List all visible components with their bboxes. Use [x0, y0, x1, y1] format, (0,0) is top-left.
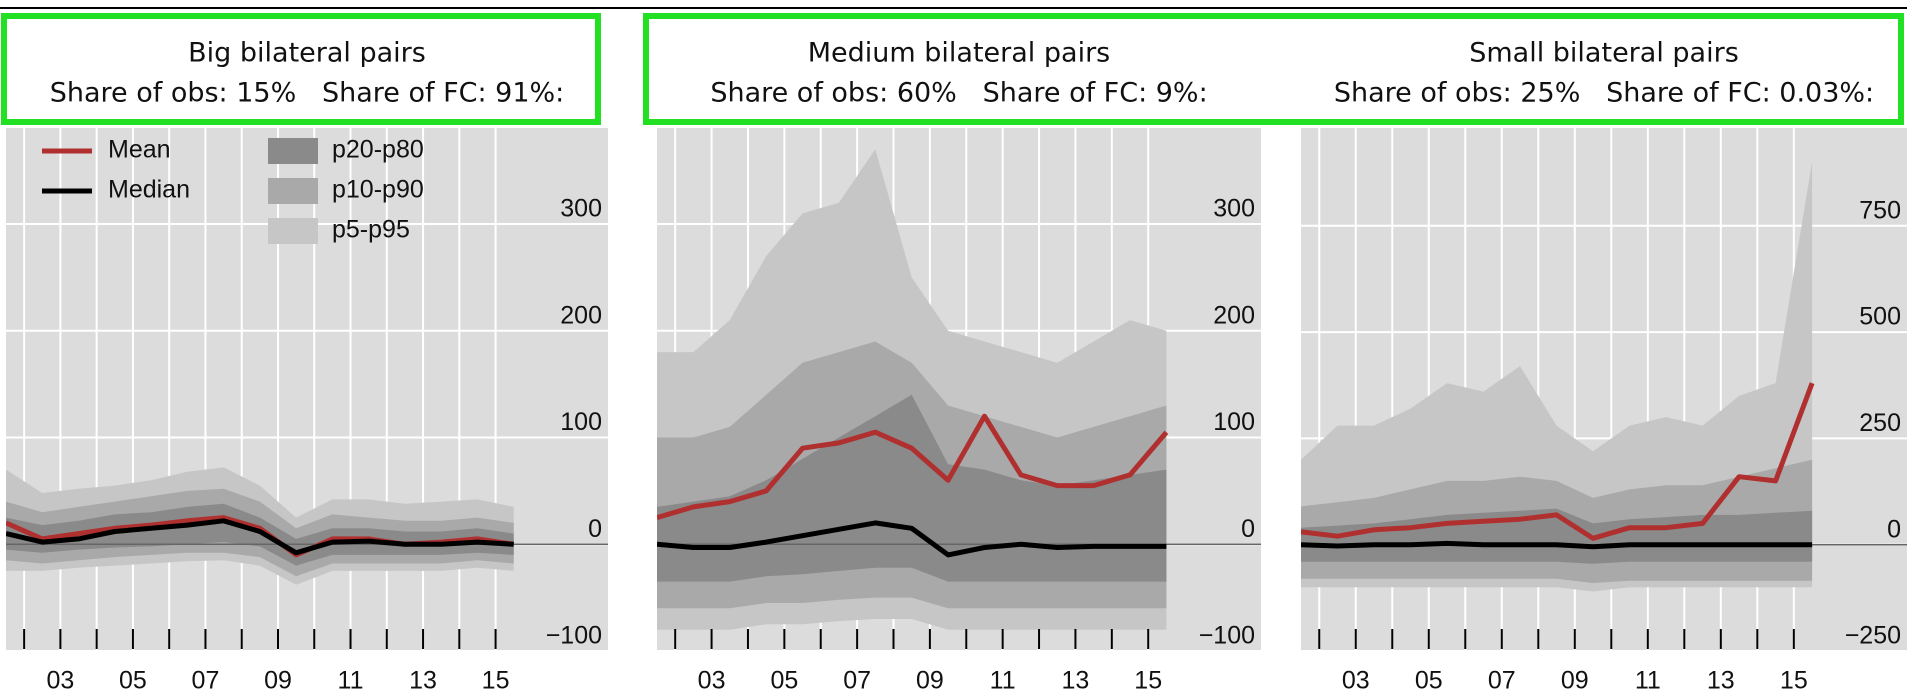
y-tick-label: −100 [1199, 622, 1255, 650]
plots: −100 0 100 200 300 03 05 07 09 11 13 15 Big bilatera… [6, 38, 1907, 694]
series-line [657, 520, 1167, 558]
series-line [1301, 540, 1813, 550]
x-tick-label: 05 [770, 667, 798, 694]
x-tick-label: 05 [1415, 667, 1443, 694]
band-area [1301, 508, 1813, 564]
y-tick-label: 0 [588, 515, 602, 543]
x-tick-label: 09 [916, 667, 944, 694]
y-tick-label: 300 [1213, 195, 1255, 223]
y-tick-label: 750 [1859, 196, 1901, 224]
y-tick-label: 0 [1241, 515, 1255, 543]
panel-title: Big bilateral pairs [188, 38, 426, 69]
x-tick-label: 11 [338, 667, 364, 694]
panel-title: Small bilateral pairs [1469, 38, 1739, 69]
x-tick-label: 11 [990, 667, 1016, 694]
y-tick-label: −250 [1845, 622, 1901, 650]
band-area [1301, 162, 1813, 592]
x-tick-label: 07 [843, 667, 871, 694]
x-tick-label: 03 [1342, 667, 1370, 694]
x-tick-label: 03 [698, 667, 726, 694]
legend-label: p10-p90 [332, 176, 424, 204]
plot-data [1301, 162, 1907, 592]
x-tick-label: 05 [119, 667, 147, 694]
y-tick-label: 100 [560, 408, 602, 436]
y-tick-label: 200 [560, 301, 602, 329]
plot-data [6, 467, 608, 585]
band-area [657, 394, 1167, 582]
x-tick-label: 15 [1780, 667, 1808, 694]
plot-data [657, 149, 1261, 630]
panel-title: Medium bilateral pairs [808, 38, 1111, 69]
y-tick-label: −100 [546, 622, 602, 650]
highlight-box [643, 13, 1904, 125]
x-tick-label: 07 [1488, 667, 1516, 694]
panel-subtitle: Share of obs: 25% Share of FC: 0.03%: [1334, 78, 1874, 109]
y-tick-label: 100 [1213, 408, 1255, 436]
y-tick-label: 300 [560, 195, 602, 223]
y-tick-label: 0 [1887, 515, 1901, 543]
panel-subtitle: Share of obs: 60% Share of FC: 9%: [710, 78, 1207, 109]
highlight-box [1, 13, 601, 125]
x-tick-label: 11 [1635, 667, 1661, 694]
legend-label: Mean [108, 136, 171, 164]
band-area [6, 503, 514, 566]
x-tick-label: 13 [1707, 667, 1735, 694]
series-line [6, 518, 514, 556]
series-line [1301, 382, 1815, 541]
panel-subtitle: Share of obs: 15% Share of FC: 91%: [50, 78, 565, 109]
x-tick-label: 07 [192, 667, 220, 694]
x-tick-label: 03 [46, 667, 74, 694]
series-line [657, 413, 1169, 520]
legend-label: Median [108, 176, 190, 204]
x-tick-label: 15 [1134, 667, 1162, 694]
x-tick-label: 15 [482, 667, 510, 694]
x-tick-label: 09 [264, 667, 292, 694]
x-tick-label: 13 [409, 667, 437, 694]
legend-swatch [268, 218, 318, 244]
x-tick-label: 13 [1062, 667, 1090, 694]
legend-label: p20-p80 [332, 136, 424, 164]
y-tick-label: 500 [1859, 303, 1901, 331]
legend-swatch [268, 138, 318, 164]
legend-swatch [268, 178, 318, 204]
y-tick-label: 200 [1213, 301, 1255, 329]
y-tick-label: 250 [1859, 409, 1901, 437]
x-tick-label: 09 [1561, 667, 1589, 694]
legend-label: p5-p95 [332, 216, 410, 244]
